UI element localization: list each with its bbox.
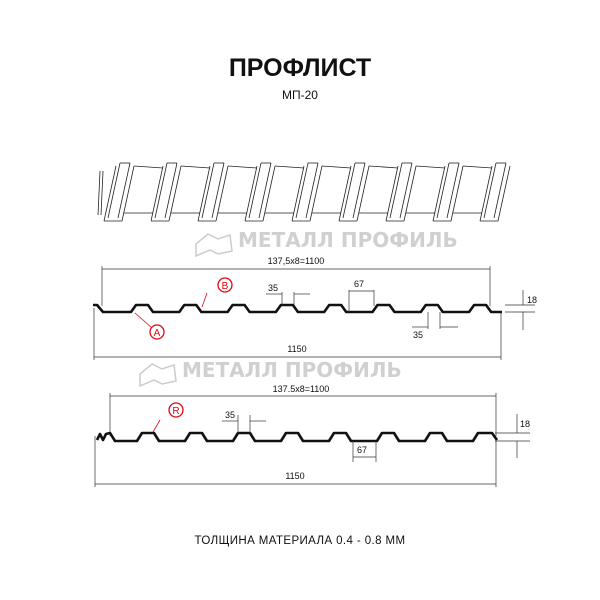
sheet-edge-line xyxy=(215,165,229,222)
sheet-edge-line xyxy=(150,165,164,222)
sheet-edge-line xyxy=(262,165,276,222)
sheet-edge-line xyxy=(121,165,135,222)
marker-b-label: B xyxy=(222,281,229,292)
sheet-edge-line xyxy=(133,165,164,169)
sheet-edge-line xyxy=(100,170,104,216)
sheet-edge-line xyxy=(493,162,507,219)
sheet-edge-line xyxy=(338,165,352,222)
sheet-edge-line xyxy=(389,162,403,219)
sheet-edge-line xyxy=(479,165,493,222)
sheet-edge-line xyxy=(164,162,178,219)
sheet-edge-line xyxy=(274,165,305,169)
sheet-edge-line xyxy=(107,162,121,219)
sheet-edge-line xyxy=(399,162,413,219)
pitch-dimension: 137.5x8=1100 xyxy=(273,384,330,394)
sheet-edge-line xyxy=(291,165,305,222)
profile-r-line xyxy=(95,431,499,443)
sheet-edge-line xyxy=(462,165,493,169)
sheet-edge-line xyxy=(97,170,101,216)
sheet-edge-line xyxy=(450,165,464,222)
sheet-edge-line xyxy=(103,165,117,222)
rib-pitch-dimension: 67 xyxy=(354,279,364,289)
pitch-dimension: 137,5x8=1100 xyxy=(268,256,325,266)
marker-r xyxy=(168,402,184,418)
profile-a-line xyxy=(93,303,502,314)
sheet-edge-line xyxy=(305,162,319,219)
sheet-edge-line xyxy=(483,162,497,219)
profile-a-drawing: 137,5x8=1100 1150 18 35 67 35 B A xyxy=(93,256,537,360)
sheet-edge-line xyxy=(168,165,182,222)
sheet-edge-line xyxy=(154,162,168,219)
watermark-text: МЕТАЛЛ ПРОФИЛЬ xyxy=(182,358,402,382)
bottom-width-dimension: 35 xyxy=(413,330,423,340)
height-dimension: 18 xyxy=(527,295,537,305)
width-dimension: 1150 xyxy=(285,471,304,481)
sheet-edge-line xyxy=(295,162,309,219)
sheet-edge-line xyxy=(356,165,370,222)
marker-a-label: A xyxy=(154,328,161,339)
sheet-edge-line xyxy=(436,162,450,219)
watermark-1: МЕТАЛЛ ПРОФИЛЬ xyxy=(195,228,458,258)
page-title: ПРОФЛИСТ xyxy=(229,54,371,82)
sheet-edge-line xyxy=(201,162,215,219)
sheet-edge-line xyxy=(385,165,399,222)
sheet-edge-line xyxy=(497,165,511,222)
sheet-edge-line xyxy=(342,162,356,219)
sheet-edge-line xyxy=(244,165,258,222)
sheet-edge-line xyxy=(197,165,211,222)
logo-icon xyxy=(195,233,233,258)
width-dimension: 1150 xyxy=(287,344,306,354)
profile-r-drawing: 137.5x8=1100 1150 18 35 67 R xyxy=(94,384,530,487)
sheet-edge-line xyxy=(415,165,446,169)
sheet-edge-line xyxy=(432,165,446,222)
sheet-edge-line xyxy=(368,165,399,169)
sheet-edge-line xyxy=(211,162,225,219)
material-thickness-note: ТОЛЩИНА МАТЕРИАЛА 0.4 - 0.8 ММ xyxy=(195,535,406,547)
sheet-edge-line xyxy=(309,165,323,222)
marker-a xyxy=(149,324,165,340)
rib-pitch-dimension: 67 xyxy=(357,445,367,455)
sheet-edge-line xyxy=(352,162,366,219)
page-subtitle: МП-20 xyxy=(282,88,318,102)
sheet-edge-line xyxy=(117,162,131,219)
watermark-text: МЕТАЛЛ ПРОФИЛЬ xyxy=(238,228,458,252)
top-width-dimension: 35 xyxy=(268,283,278,293)
sheet-edge-line xyxy=(248,162,262,219)
watermark-2: МЕТАЛЛ ПРОФИЛЬ xyxy=(139,358,402,388)
marker-b xyxy=(217,277,233,293)
sheet-edge-line xyxy=(403,165,417,222)
sheet-edge-line xyxy=(321,165,352,169)
logo-icon xyxy=(139,363,177,388)
sheet-edge-line xyxy=(446,162,460,219)
sheet-edge-line xyxy=(180,165,211,169)
marker-r-label: R xyxy=(172,406,179,417)
sheet-edge-line xyxy=(258,162,272,219)
top-width-dimension: 35 xyxy=(225,410,235,420)
sheet-3d-view xyxy=(97,162,511,222)
height-dimension: 18 xyxy=(520,419,530,429)
sheet-edge-line xyxy=(227,165,258,169)
